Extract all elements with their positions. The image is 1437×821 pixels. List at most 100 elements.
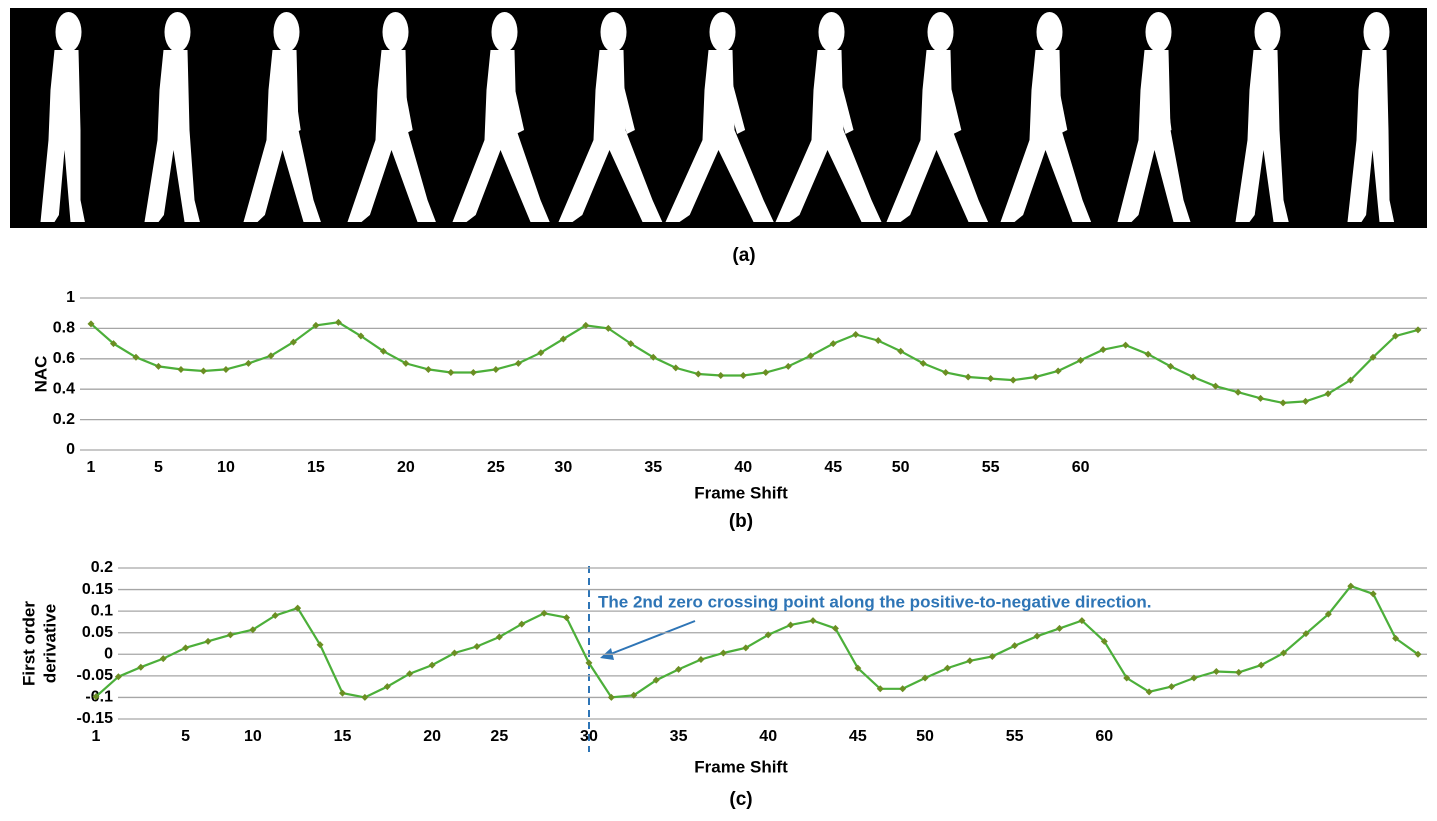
y-tick-label: -0.1: [85, 689, 113, 706]
x-tick-label: 20: [397, 459, 415, 476]
annotation-arrow: [608, 621, 695, 655]
y-tick-label: 1: [66, 289, 75, 306]
data-point: [965, 374, 972, 381]
x-tick-label: 60: [1095, 728, 1113, 745]
data-point: [695, 371, 702, 378]
data-point: [966, 657, 973, 664]
data-point: [447, 369, 454, 376]
data-point: [339, 690, 346, 697]
y-tick-label: 0.4: [53, 380, 75, 397]
data-point: [200, 367, 207, 374]
x-tick-label: 45: [849, 728, 867, 745]
data-point: [492, 366, 499, 373]
data-point: [361, 694, 368, 701]
x-tick-label: 20: [423, 728, 441, 745]
data-line: [91, 322, 1418, 403]
silhouette-head: [1146, 12, 1172, 52]
data-point: [852, 331, 859, 338]
data-point: [515, 360, 522, 367]
data-point: [1011, 642, 1018, 649]
silhouette-head: [383, 12, 409, 52]
data-point: [987, 375, 994, 382]
data-point: [245, 360, 252, 367]
data-point: [899, 685, 906, 692]
data-point: [1032, 374, 1039, 381]
data-point: [1100, 346, 1107, 353]
silhouette-head: [1255, 12, 1281, 52]
x-tick-label: 50: [916, 728, 934, 745]
data-point: [1010, 377, 1017, 384]
data-point: [787, 621, 794, 628]
x-tick-label: 50: [892, 459, 910, 476]
data-point: [1190, 374, 1197, 381]
silhouette-head: [1364, 12, 1390, 52]
x-axis-title: Frame Shift: [694, 757, 788, 776]
data-point: [137, 664, 144, 671]
x-tick-label: 40: [734, 459, 752, 476]
x-tick-label: 60: [1072, 459, 1090, 476]
data-point: [740, 372, 747, 379]
data-point: [1235, 669, 1242, 676]
silhouette-head: [1037, 12, 1063, 52]
data-point: [1257, 395, 1264, 402]
data-point: [1056, 625, 1063, 632]
x-tick-label: 35: [670, 728, 688, 745]
silhouette-head: [56, 12, 82, 52]
data-point: [177, 366, 184, 373]
x-tick-label: 5: [154, 459, 163, 476]
y-tick-label: 0.2: [53, 411, 75, 428]
y-axis-title: derivative: [40, 604, 59, 683]
x-tick-label: 25: [490, 728, 508, 745]
data-point: [182, 644, 189, 651]
data-point: [762, 369, 769, 376]
figure: (a) 00.20.40.60.811510152025303540455055…: [0, 0, 1437, 816]
y-tick-label: 0.1: [91, 602, 113, 619]
page: (a) 00.20.40.60.811510152025303540455055…: [0, 0, 1437, 816]
data-point: [1168, 683, 1175, 690]
x-tick-label: 30: [580, 728, 598, 745]
silhouette-head: [601, 12, 627, 52]
silhouette-head: [492, 12, 518, 52]
y-tick-label: 0.6: [53, 350, 75, 367]
data-point: [944, 665, 951, 672]
data-point: [1122, 342, 1129, 349]
y-tick-label: 0: [104, 646, 113, 663]
data-point: [470, 369, 477, 376]
silhouette-head: [710, 12, 736, 52]
x-tick-label: 45: [824, 459, 842, 476]
x-tick-label: 55: [982, 459, 1000, 476]
y-axis-title: NAC: [31, 356, 50, 393]
y-tick-label: -0.05: [77, 667, 114, 684]
data-point: [1055, 367, 1062, 374]
x-tick-label: 25: [487, 459, 505, 476]
x-tick-label: 1: [92, 728, 101, 745]
data-point: [697, 656, 704, 663]
x-tick-label: 1: [87, 459, 96, 476]
x-tick-label: 55: [1006, 728, 1024, 745]
y-tick-label: 0.8: [53, 320, 75, 337]
x-tick-label: 5: [181, 728, 190, 745]
x-tick-label: 15: [307, 459, 325, 476]
silhouette-head: [165, 12, 191, 52]
data-point: [473, 643, 480, 650]
data-point: [425, 366, 432, 373]
annotation: The 2nd zero crossing point along the po…: [598, 592, 1152, 611]
data-point: [1415, 326, 1422, 333]
silhouette-head: [274, 12, 300, 52]
data-point: [205, 638, 212, 645]
data-point: [942, 369, 949, 376]
x-axis-title: Frame Shift: [694, 483, 788, 502]
data-point: [672, 364, 679, 371]
y-tick-label: 0.15: [82, 581, 113, 598]
data-point: [1034, 633, 1041, 640]
data-point: [222, 366, 229, 373]
caption: (c): [729, 789, 752, 810]
x-tick-label: 35: [644, 459, 662, 476]
y-tick-label: 0.05: [82, 624, 113, 641]
x-tick-label: 10: [217, 459, 235, 476]
x-tick-label: 15: [334, 728, 352, 745]
data-point: [1302, 398, 1309, 405]
data-point: [875, 337, 882, 344]
data-point: [810, 617, 817, 624]
data-point: [1280, 399, 1287, 406]
